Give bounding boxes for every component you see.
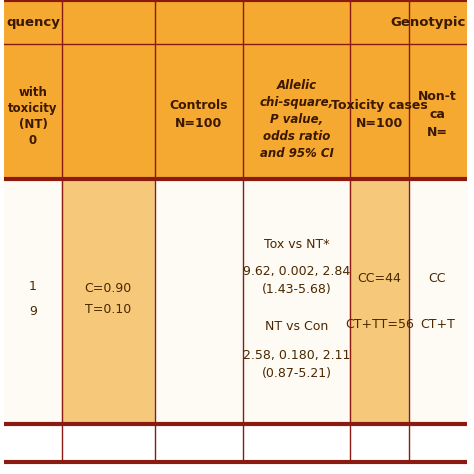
Text: C=0.90
T=0.10: C=0.90 T=0.10 [84, 282, 132, 316]
Bar [243, 179, 350, 424]
Bar [4, 424, 466, 474]
Text: Tox vs NT*: Tox vs NT* [264, 237, 329, 250]
Text: 2.58, 0.180, 2.11
(0.87-5.21): 2.58, 0.180, 2.11 (0.87-5.21) [243, 348, 350, 380]
Text: quency: quency [6, 16, 60, 28]
Bar [155, 179, 243, 424]
Bar [62, 179, 155, 424]
Text: 1
9: 1 9 [29, 280, 37, 318]
Text: CT+TT=56: CT+TT=56 [345, 318, 414, 330]
Text: Non-t
ca
N=: Non-t ca N= [418, 90, 456, 138]
Bar [4, 0, 466, 179]
Text: CC=44: CC=44 [358, 273, 401, 285]
Bar [409, 179, 466, 424]
Text: CC: CC [428, 273, 446, 285]
Text: with
toxicity
(NT)
0: with toxicity (NT) 0 [8, 85, 58, 146]
Text: Controls
N=100: Controls N=100 [170, 99, 228, 129]
Text: Toxicity cases
N=100: Toxicity cases N=100 [331, 99, 428, 129]
Text: Allelic
chi-square,
P value,
odds ratio
and 95% CI: Allelic chi-square, P value, odds ratio … [260, 79, 334, 159]
Bar [4, 179, 62, 424]
Text: Genotypic: Genotypic [391, 16, 466, 28]
Text: CT+T: CT+T [420, 318, 455, 330]
Bar [350, 179, 409, 424]
Text: NT vs Con: NT vs Con [265, 319, 328, 332]
Text: 9.62, 0.002, 2.84
(1.43-5.68): 9.62, 0.002, 2.84 (1.43-5.68) [243, 265, 350, 297]
